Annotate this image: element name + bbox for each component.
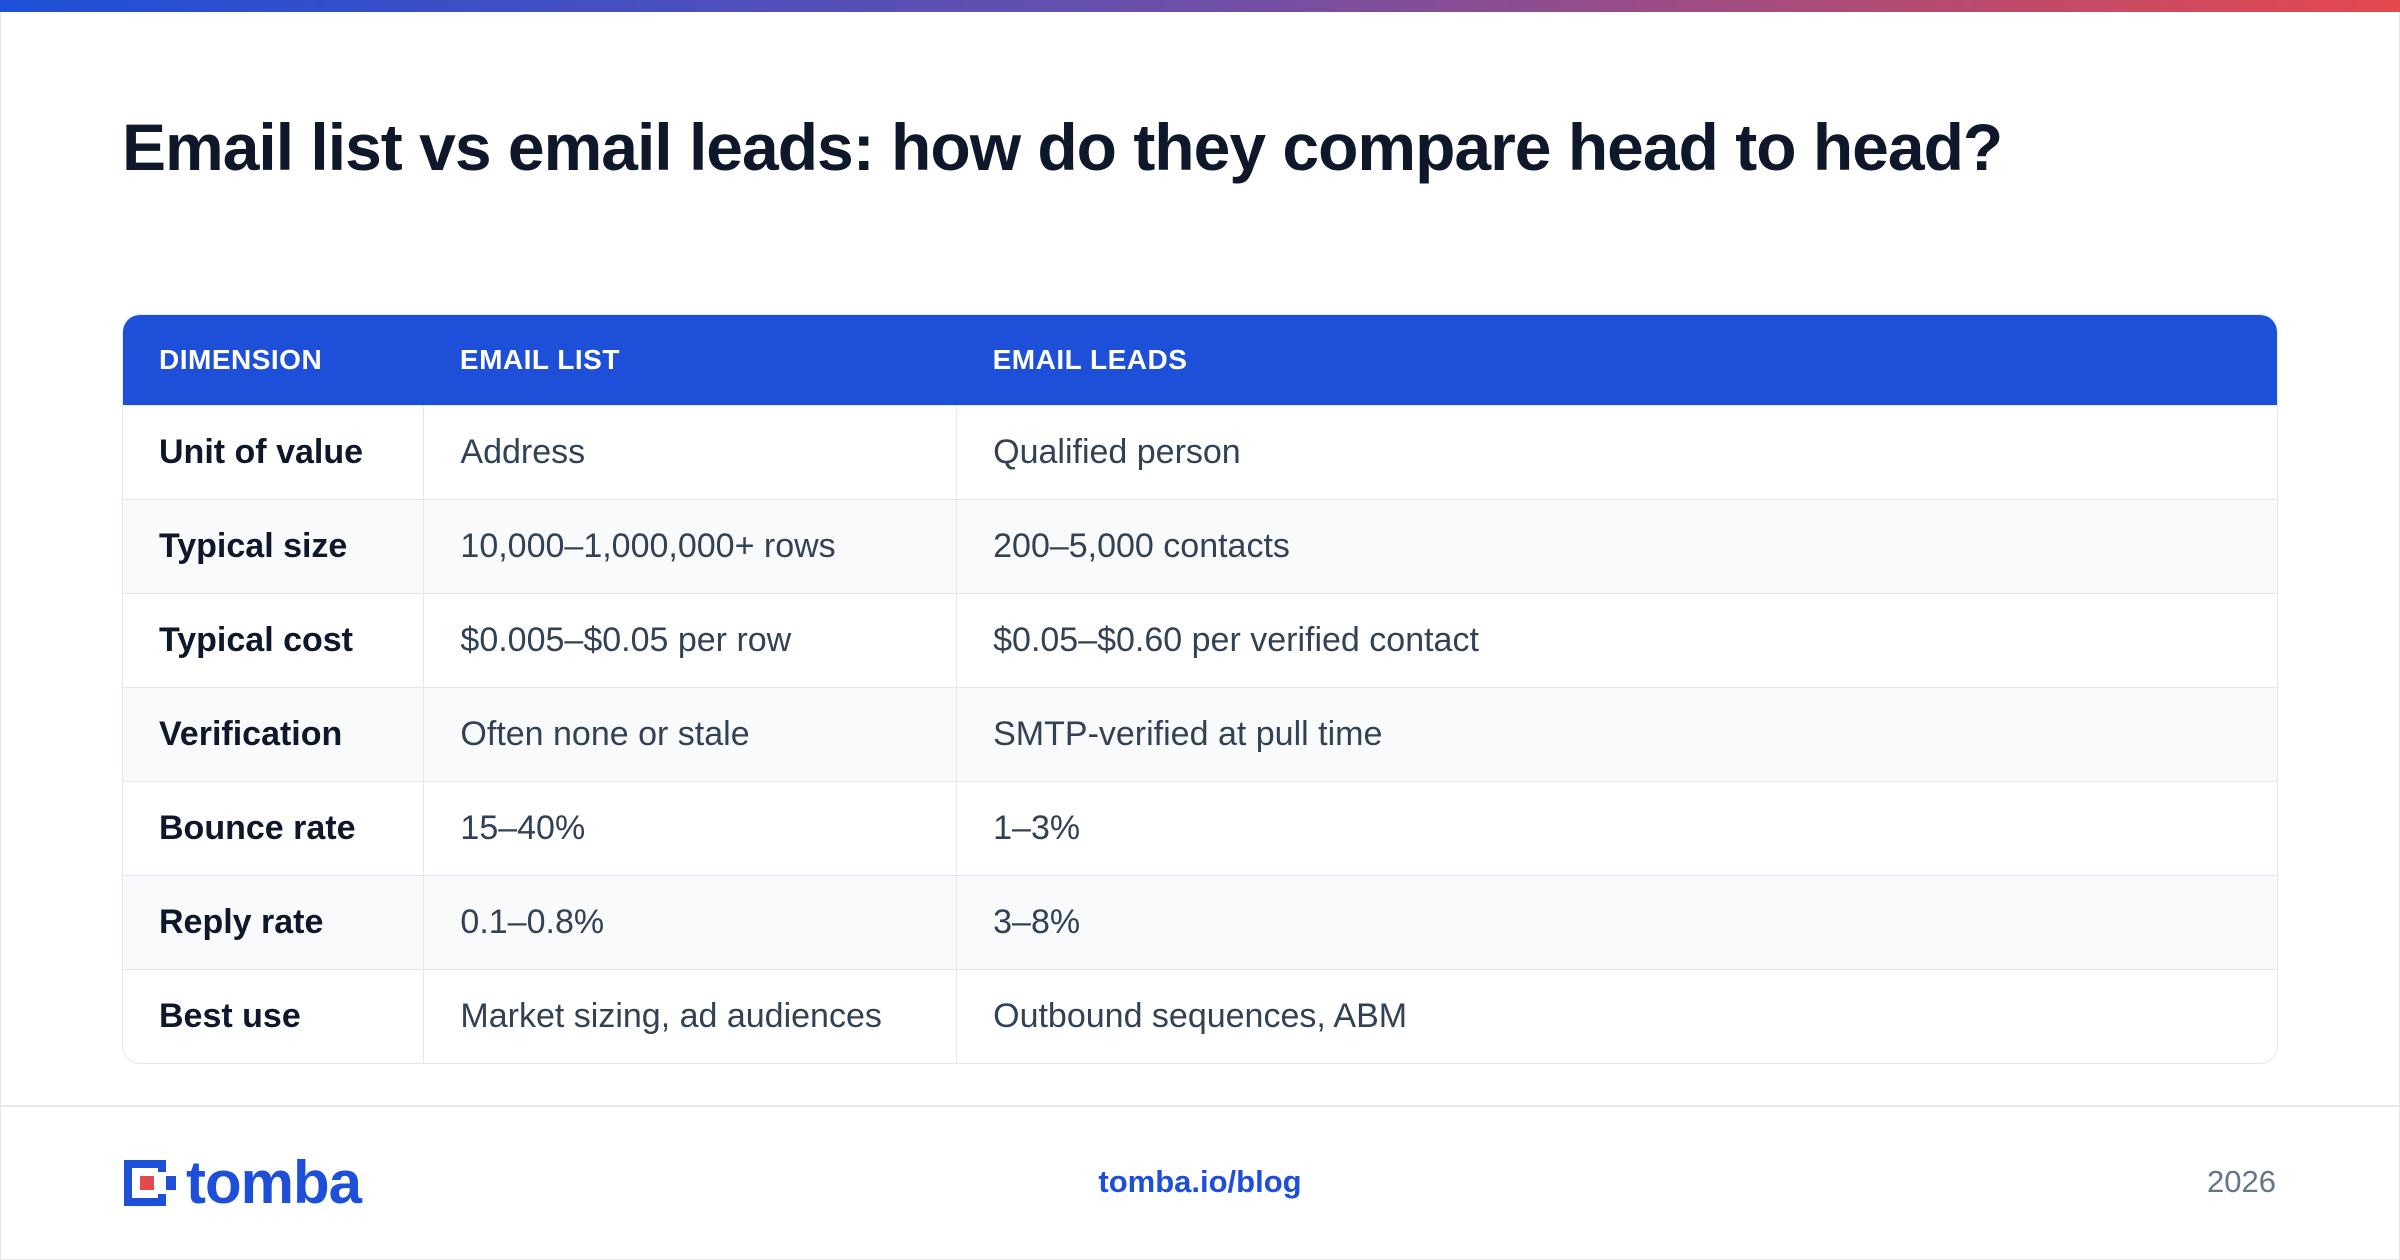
footer-divider [0, 1105, 2400, 1107]
value-cell: Address [423, 405, 957, 500]
table-row: Bounce rate 15–40% 1–3% [123, 781, 2277, 876]
blog-link[interactable]: tomba.io/blog [1098, 1164, 1302, 1199]
column-header: EMAIL LIST [423, 315, 957, 406]
top-bar [0, 0, 2400, 12]
value-cell: 15–40% [423, 781, 957, 876]
value-cell: Often none or stale [423, 687, 957, 782]
table-row: Typical cost $0.005–$0.05 per row $0.05–$0… [123, 593, 2277, 688]
dimension-cell: Reply rate [123, 875, 424, 970]
value-cell: Outbound sequences, ABM [956, 969, 2277, 1063]
value-cell: 1–3% [956, 781, 2277, 876]
value-cell: Qualified person [956, 405, 2277, 500]
brand-name: tomba [186, 1149, 362, 1216]
value-cell: Market sizing, ad audiences [423, 969, 957, 1063]
title: Email list vs email leads: how do they c… [122, 110, 2003, 184]
value-cell: SMTP-verified at pull time [956, 687, 2277, 782]
year: 2026 [2207, 1164, 2276, 1199]
table-row: Reply rate 0.1–0.8% 3–8% [123, 875, 2277, 970]
value-cell: 0.1–0.8% [423, 875, 957, 970]
dimension-cell: Typical size [123, 499, 424, 594]
value-cell: 200–5,000 contacts [956, 499, 2277, 594]
table-head: DIMENSION EMAIL LIST EMAIL LEADS [123, 315, 2277, 406]
table-row: Unit of value Address Qualified person [123, 405, 2277, 500]
dimension-cell: Bounce rate [123, 781, 424, 876]
header-row: DIMENSION EMAIL LIST EMAIL LEADS [123, 315, 2277, 406]
table-wrap: DIMENSION EMAIL LIST EMAIL LEADS Unit of v… [122, 314, 2278, 1064]
dimension-cell: Best use [123, 969, 424, 1063]
brand-logo: tomba [122, 1149, 362, 1216]
dimension-cell: Verification [123, 687, 424, 782]
value-cell: 3–8% [956, 875, 2277, 970]
logo-icon [124, 1160, 176, 1206]
table-row: Verification Often none or stale SMTP-veri… [123, 687, 2277, 782]
comparison-table: DIMENSION EMAIL LIST EMAIL LEADS Unit of v… [123, 315, 2277, 1063]
value-cell: $0.05–$0.60 per verified contact [956, 593, 2277, 688]
dimension-cell: Unit of value [123, 405, 424, 500]
value-cell: $0.005–$0.05 per row [423, 593, 957, 688]
table-body: Unit of value Address Qualified person Typi… [123, 405, 2277, 1063]
column-header: DIMENSION [123, 315, 424, 406]
table-row: Best use Market sizing, ad audiences Outbo… [123, 969, 2277, 1063]
dimension-cell: Typical cost [123, 593, 424, 688]
table-row: Typical size 10,000–1,000,000+ rows 200–5,… [123, 499, 2277, 594]
value-cell: 10,000–1,000,000+ rows [423, 499, 957, 594]
column-header: EMAIL LEADS [956, 315, 2277, 406]
